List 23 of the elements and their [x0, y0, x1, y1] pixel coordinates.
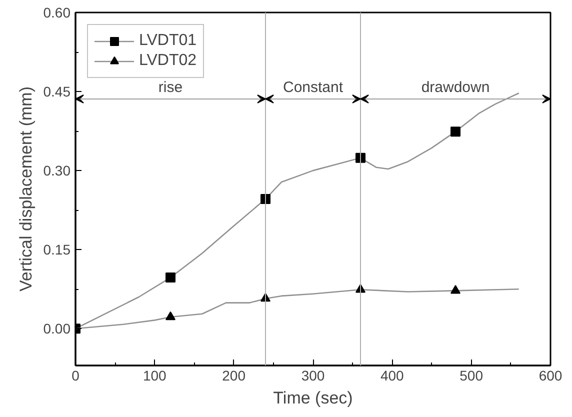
y-tick-label: 0.60 [43, 4, 71, 20]
y-tick-label: 0.30 [43, 162, 71, 179]
x-tick-label: 100 [142, 368, 167, 384]
x-tick-label: 200 [222, 368, 246, 384]
x-tick-label: 300 [301, 368, 325, 384]
x-axis-title: Time (sec) [273, 388, 353, 408]
x-tick-label: 500 [460, 368, 484, 384]
point [166, 272, 176, 283]
legend-label: LVDT02 [139, 52, 197, 70]
annotation: drawdown [421, 78, 490, 96]
y-axis-title: Vertical displacement (mm) [16, 86, 36, 292]
legend-label: LVDT01 [139, 32, 197, 50]
point [450, 126, 460, 137]
y-tick-label: 0.00 [43, 320, 71, 337]
annotation: Constant [282, 78, 344, 96]
x-tick-label: 0 [72, 368, 80, 384]
y-tick-label: 0.15 [43, 242, 71, 258]
point [450, 284, 460, 294]
x-tick-label: 400 [380, 368, 404, 384]
y-tick-label: 0.45 [43, 84, 71, 100]
point [166, 311, 176, 320]
x-tick-label: 600 [538, 368, 562, 384]
annotation: rise [158, 78, 183, 96]
